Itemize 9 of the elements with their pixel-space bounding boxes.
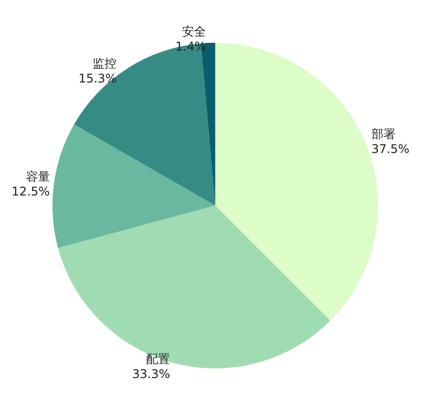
data-label: 37.5% [371,142,410,156]
slice-label: 配置 [146,352,170,366]
data-label: 12.5% [12,184,50,199]
slice-label: 监控 [92,56,117,70]
slice-label: 容量 [26,170,50,184]
slice-label: 安全 [182,24,206,38]
slice-label: 部署 [371,127,396,142]
data-label: 15.3% [78,71,117,86]
data-label: 33.3% [132,367,170,382]
